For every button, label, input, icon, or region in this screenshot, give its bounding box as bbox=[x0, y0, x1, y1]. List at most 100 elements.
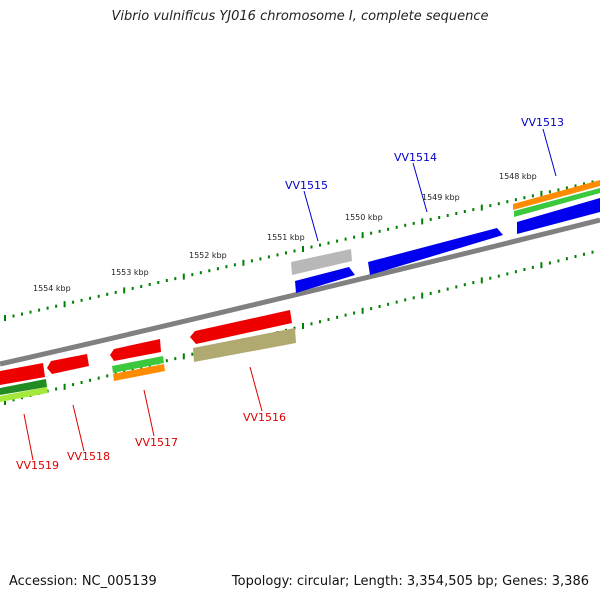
minor-tick bbox=[395, 225, 398, 229]
minor-tick bbox=[165, 279, 168, 282]
minor-tick bbox=[165, 359, 168, 363]
minor-tick bbox=[344, 313, 347, 317]
major-tick bbox=[361, 232, 364, 239]
minor-tick bbox=[89, 378, 92, 382]
minor-tick bbox=[285, 251, 287, 255]
minor-tick bbox=[583, 252, 585, 256]
gene-vv1519-bars[interactable] bbox=[0, 363, 48, 402]
minor-tick bbox=[472, 208, 475, 212]
minor-tick bbox=[497, 274, 500, 278]
minor-tick bbox=[208, 269, 211, 273]
major-tick bbox=[123, 368, 126, 375]
minor-tick bbox=[174, 357, 177, 361]
major-tick bbox=[480, 204, 483, 211]
minor-tick bbox=[574, 255, 577, 258]
scale-label-1553: 1553 kbp bbox=[111, 268, 149, 277]
minor-tick bbox=[131, 286, 134, 290]
minor-tick bbox=[12, 398, 15, 402]
minor-tick bbox=[370, 231, 373, 235]
scale-label-1552: 1552 kbp bbox=[189, 251, 227, 260]
minor-tick bbox=[140, 285, 143, 288]
minor-tick bbox=[293, 249, 296, 253]
scale-label-1550: 1550 kbp bbox=[345, 213, 383, 222]
gene-vv1514-bar[interactable] bbox=[368, 228, 503, 275]
vv1515-leader bbox=[303, 190, 319, 242]
minor-tick bbox=[55, 304, 58, 308]
major-tick bbox=[4, 399, 6, 405]
minor-tick bbox=[514, 198, 517, 202]
minor-tick bbox=[531, 194, 534, 198]
major-tick bbox=[63, 383, 66, 390]
minor-tick bbox=[46, 306, 49, 310]
gene-vv1515-gray-bar[interactable] bbox=[291, 249, 352, 275]
minor-tick bbox=[199, 271, 202, 275]
vv1513-leader bbox=[542, 128, 557, 177]
gene-vv1513-bars[interactable] bbox=[513, 180, 600, 234]
major-tick bbox=[421, 218, 424, 225]
gene-label-vv1515: VV1515 bbox=[285, 179, 328, 192]
gene-vv1515-bar[interactable] bbox=[295, 267, 355, 293]
minor-tick bbox=[310, 322, 313, 326]
minor-tick bbox=[157, 281, 160, 284]
minor-tick bbox=[557, 188, 560, 192]
gene-vv1516-olive-bar[interactable] bbox=[193, 328, 296, 362]
minor-tick bbox=[565, 186, 568, 190]
major-tick bbox=[361, 307, 364, 314]
gene-label-vv1519: VV1519 bbox=[16, 459, 59, 472]
gene-vv1517-bars[interactable] bbox=[110, 339, 165, 381]
minor-tick bbox=[463, 210, 466, 213]
vv1516-leader bbox=[249, 366, 263, 412]
minor-tick bbox=[72, 383, 75, 387]
vv1517-leader bbox=[143, 389, 155, 437]
minor-tick bbox=[497, 202, 500, 206]
minor-tick bbox=[97, 294, 100, 298]
minor-tick bbox=[378, 229, 381, 233]
scale-label-1548: 1548 kbp bbox=[499, 172, 537, 181]
minor-tick bbox=[327, 241, 330, 245]
minor-tick bbox=[438, 289, 441, 293]
gene-label-vv1516: VV1516 bbox=[243, 411, 286, 424]
map-title: Vibrio vulnificus YJ016 chromosome I, co… bbox=[111, 9, 489, 24]
minor-tick bbox=[583, 182, 585, 186]
minor-tick bbox=[89, 296, 92, 300]
minor-tick bbox=[353, 311, 356, 315]
minor-tick bbox=[489, 276, 492, 280]
minor-tick bbox=[327, 318, 330, 321]
minor-tick bbox=[591, 180, 594, 184]
minor-tick bbox=[319, 320, 321, 324]
minor-tick bbox=[353, 235, 356, 239]
minor-tick bbox=[344, 237, 347, 241]
minor-tick bbox=[404, 298, 407, 302]
minor-tick bbox=[233, 263, 236, 267]
minor-tick bbox=[514, 270, 517, 274]
major-tick bbox=[540, 190, 543, 197]
minor-tick bbox=[174, 277, 177, 281]
minor-tick bbox=[531, 265, 534, 269]
minor-tick bbox=[114, 290, 117, 294]
minor-tick bbox=[336, 239, 339, 243]
minor-tick bbox=[446, 214, 449, 217]
minor-tick bbox=[148, 283, 151, 286]
minor-tick bbox=[21, 312, 23, 316]
minor-tick bbox=[250, 259, 253, 263]
major-tick bbox=[540, 262, 543, 269]
major-tick bbox=[302, 323, 304, 329]
minor-tick bbox=[106, 292, 109, 296]
gene-vv1516-bar[interactable] bbox=[190, 310, 292, 344]
minor-tick bbox=[276, 253, 279, 257]
minor-tick bbox=[12, 314, 15, 318]
minor-tick bbox=[523, 196, 526, 200]
minor-tick bbox=[378, 305, 381, 308]
minor-tick bbox=[472, 281, 475, 285]
minor-tick bbox=[506, 272, 509, 276]
minor-tick bbox=[591, 250, 594, 254]
minor-tick bbox=[55, 387, 58, 391]
major-tick bbox=[123, 287, 126, 294]
gene-label-vv1513: VV1513 bbox=[521, 116, 564, 129]
gene-features bbox=[0, 180, 600, 402]
minor-tick bbox=[387, 227, 390, 231]
topology-summary: Topology: circular; Length: 3,354,505 bp… bbox=[231, 574, 589, 589]
gene-vv1518-bar[interactable] bbox=[47, 354, 89, 374]
minor-tick bbox=[548, 190, 551, 194]
